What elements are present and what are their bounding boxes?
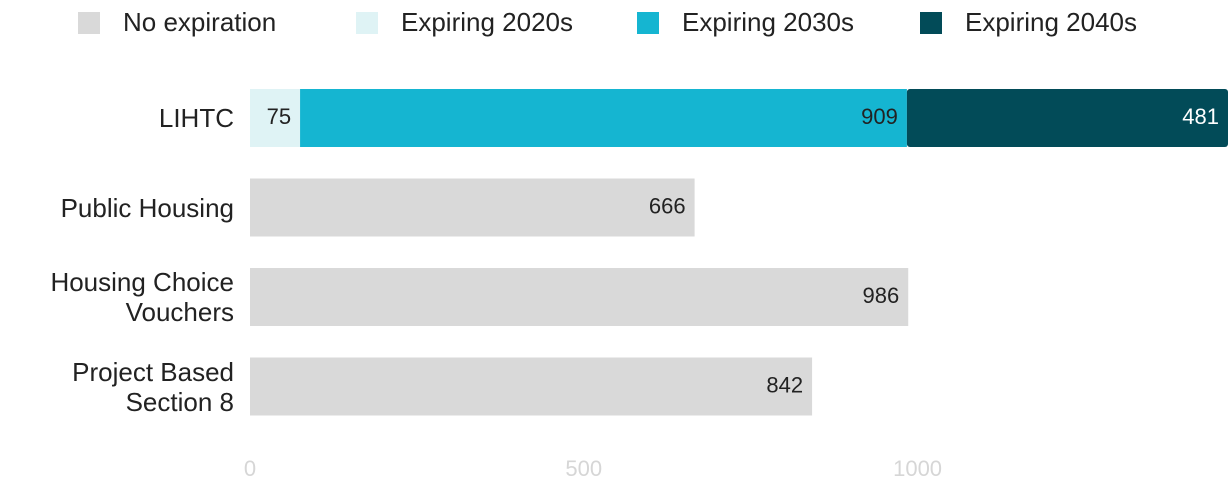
data-label: 481: [1182, 104, 1219, 129]
x-tick-label: 500: [565, 456, 602, 481]
data-label: 75: [267, 104, 291, 129]
legend-swatch: [78, 12, 100, 34]
legend-label: Expiring 2040s: [965, 7, 1137, 37]
legend-swatch: [920, 12, 942, 34]
category-label: Project Based Section 8: [72, 356, 234, 417]
bar-segment: [300, 89, 907, 147]
category-label: Housing Choice Vouchers: [50, 267, 234, 327]
legend-label: Expiring 2020s: [401, 7, 573, 37]
bar-segment: [250, 178, 695, 237]
category-label: LIHTC: [158, 103, 234, 133]
bar-segment: [906, 89, 1228, 147]
x-tick-label: 1000: [893, 456, 942, 481]
data-label: 909: [861, 104, 898, 129]
legend-label: No expiration: [123, 7, 276, 37]
bar-segment: [250, 268, 909, 326]
legend-swatch: [356, 12, 378, 34]
legend-label: Expiring 2030s: [682, 7, 854, 37]
x-tick-label: 0: [244, 456, 256, 481]
data-label: 842: [766, 372, 803, 397]
category-label: Public Housing: [60, 192, 234, 223]
data-label: 666: [649, 193, 686, 218]
bar-segment: [250, 89, 301, 147]
data-label: 986: [863, 283, 900, 308]
legend-swatch: [637, 12, 659, 34]
bar-segment: [250, 357, 813, 416]
